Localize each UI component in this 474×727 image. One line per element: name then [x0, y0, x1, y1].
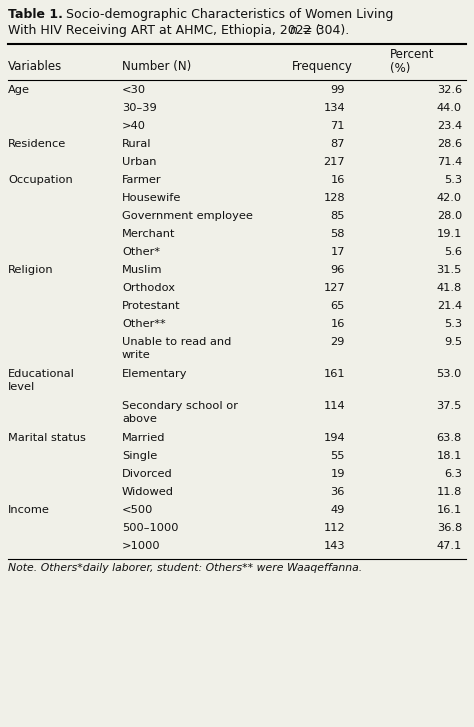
Text: Rural: Rural: [122, 139, 152, 149]
Text: 63.8: 63.8: [437, 433, 462, 443]
Text: >1000: >1000: [122, 541, 161, 551]
Text: 217: 217: [323, 157, 345, 167]
Text: Secondary school or
above: Secondary school or above: [122, 401, 238, 424]
Text: 71: 71: [330, 121, 345, 131]
Text: Note. Others*daily laborer, student: Others** were Waaqeffanna.: Note. Others*daily laborer, student: Oth…: [8, 563, 362, 573]
Text: Number (N): Number (N): [122, 60, 191, 73]
Text: Government employee: Government employee: [122, 211, 253, 221]
Text: Residence: Residence: [8, 139, 66, 149]
Text: 5.6: 5.6: [444, 247, 462, 257]
Text: Other*: Other*: [122, 247, 160, 257]
Text: 18.1: 18.1: [437, 451, 462, 461]
Text: 99: 99: [330, 85, 345, 95]
Text: 28.6: 28.6: [437, 139, 462, 149]
Text: Income: Income: [8, 505, 50, 515]
Text: Frequency: Frequency: [292, 60, 353, 73]
Text: = 304).: = 304).: [298, 24, 349, 37]
Text: 194: 194: [323, 433, 345, 443]
Text: 16.1: 16.1: [437, 505, 462, 515]
Text: With HIV Receiving ART at AHMC, Ethiopia, 2022 (: With HIV Receiving ART at AHMC, Ethiopia…: [8, 24, 320, 37]
Text: Occupation: Occupation: [8, 175, 73, 185]
Text: 23.4: 23.4: [437, 121, 462, 131]
Text: 11.8: 11.8: [437, 487, 462, 497]
Text: 19: 19: [330, 469, 345, 479]
Text: (%): (%): [390, 62, 410, 75]
Text: >40: >40: [122, 121, 146, 131]
Text: 85: 85: [330, 211, 345, 221]
Text: Other**: Other**: [122, 319, 165, 329]
Text: 29: 29: [331, 337, 345, 347]
Text: Merchant: Merchant: [122, 229, 175, 239]
Text: Divorced: Divorced: [122, 469, 173, 479]
Text: 143: 143: [323, 541, 345, 551]
Text: 5.3: 5.3: [444, 175, 462, 185]
Text: 47.1: 47.1: [437, 541, 462, 551]
Text: Socio-demographic Characteristics of Women Living: Socio-demographic Characteristics of Wom…: [62, 8, 393, 21]
Text: 65: 65: [331, 301, 345, 311]
Text: Marital status: Marital status: [8, 433, 86, 443]
Text: Religion: Religion: [8, 265, 54, 275]
Text: Unable to read and
write: Unable to read and write: [122, 337, 231, 360]
Text: 16: 16: [331, 175, 345, 185]
Text: Educational
level: Educational level: [8, 369, 75, 392]
Text: 16: 16: [331, 319, 345, 329]
Text: 9.5: 9.5: [444, 337, 462, 347]
Text: Percent: Percent: [390, 48, 435, 61]
Text: 71.4: 71.4: [437, 157, 462, 167]
Text: 37.5: 37.5: [437, 401, 462, 411]
Text: 96: 96: [331, 265, 345, 275]
Text: 112: 112: [323, 523, 345, 533]
Text: Housewife: Housewife: [122, 193, 182, 203]
Text: <30: <30: [122, 85, 146, 95]
Text: Table 1.: Table 1.: [8, 8, 63, 21]
Text: 114: 114: [323, 401, 345, 411]
Text: 19.1: 19.1: [437, 229, 462, 239]
Text: 500–1000: 500–1000: [122, 523, 179, 533]
Text: Age: Age: [8, 85, 30, 95]
Text: 6.3: 6.3: [444, 469, 462, 479]
Text: 134: 134: [323, 103, 345, 113]
Text: <500: <500: [122, 505, 154, 515]
Text: 31.5: 31.5: [437, 265, 462, 275]
Text: 42.0: 42.0: [437, 193, 462, 203]
Text: 21.4: 21.4: [437, 301, 462, 311]
Text: 53.0: 53.0: [437, 369, 462, 379]
Text: Widowed: Widowed: [122, 487, 174, 497]
Text: 36.8: 36.8: [437, 523, 462, 533]
Text: 32.6: 32.6: [437, 85, 462, 95]
Text: 127: 127: [323, 283, 345, 293]
Text: 55: 55: [330, 451, 345, 461]
Text: 58: 58: [330, 229, 345, 239]
Text: Married: Married: [122, 433, 165, 443]
Text: 5.3: 5.3: [444, 319, 462, 329]
Text: Variables: Variables: [8, 60, 62, 73]
Text: Urban: Urban: [122, 157, 156, 167]
Text: Orthodox: Orthodox: [122, 283, 175, 293]
Text: 17: 17: [330, 247, 345, 257]
Text: 41.8: 41.8: [437, 283, 462, 293]
Text: 28.0: 28.0: [437, 211, 462, 221]
Text: n: n: [290, 24, 298, 37]
Text: 128: 128: [323, 193, 345, 203]
Text: Single: Single: [122, 451, 157, 461]
Text: 161: 161: [323, 369, 345, 379]
Text: Farmer: Farmer: [122, 175, 162, 185]
Text: 87: 87: [330, 139, 345, 149]
Text: Elementary: Elementary: [122, 369, 188, 379]
Text: 44.0: 44.0: [437, 103, 462, 113]
Text: 36: 36: [331, 487, 345, 497]
Text: Muslim: Muslim: [122, 265, 163, 275]
Text: 30–39: 30–39: [122, 103, 157, 113]
Text: Protestant: Protestant: [122, 301, 181, 311]
Text: 49: 49: [331, 505, 345, 515]
